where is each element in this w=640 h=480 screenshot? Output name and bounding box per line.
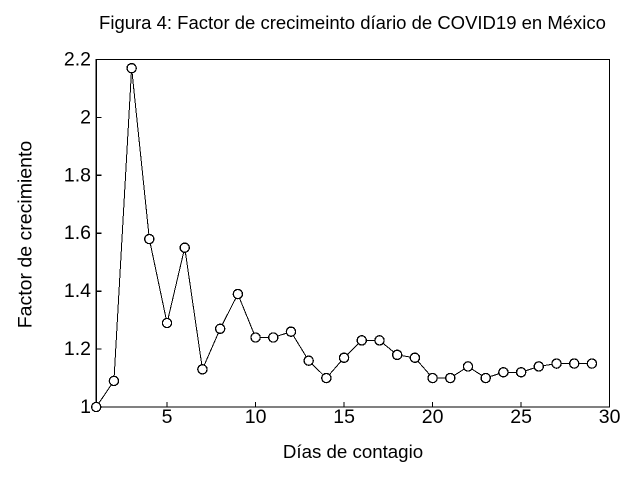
- svg-text:5: 5: [162, 406, 173, 428]
- svg-text:1.2: 1.2: [64, 338, 91, 360]
- svg-text:1.6: 1.6: [64, 222, 91, 244]
- svg-text:25: 25: [510, 406, 532, 428]
- svg-text:1.4: 1.4: [64, 280, 91, 302]
- svg-text:2: 2: [80, 106, 91, 128]
- svg-text:15: 15: [333, 406, 355, 428]
- svg-text:1.8: 1.8: [64, 164, 91, 186]
- svg-text:30: 30: [599, 406, 621, 428]
- svg-text:2.2: 2.2: [64, 49, 91, 71]
- svg-text:20: 20: [422, 406, 444, 428]
- svg-text:10: 10: [245, 406, 267, 428]
- svg-text:1: 1: [80, 396, 91, 418]
